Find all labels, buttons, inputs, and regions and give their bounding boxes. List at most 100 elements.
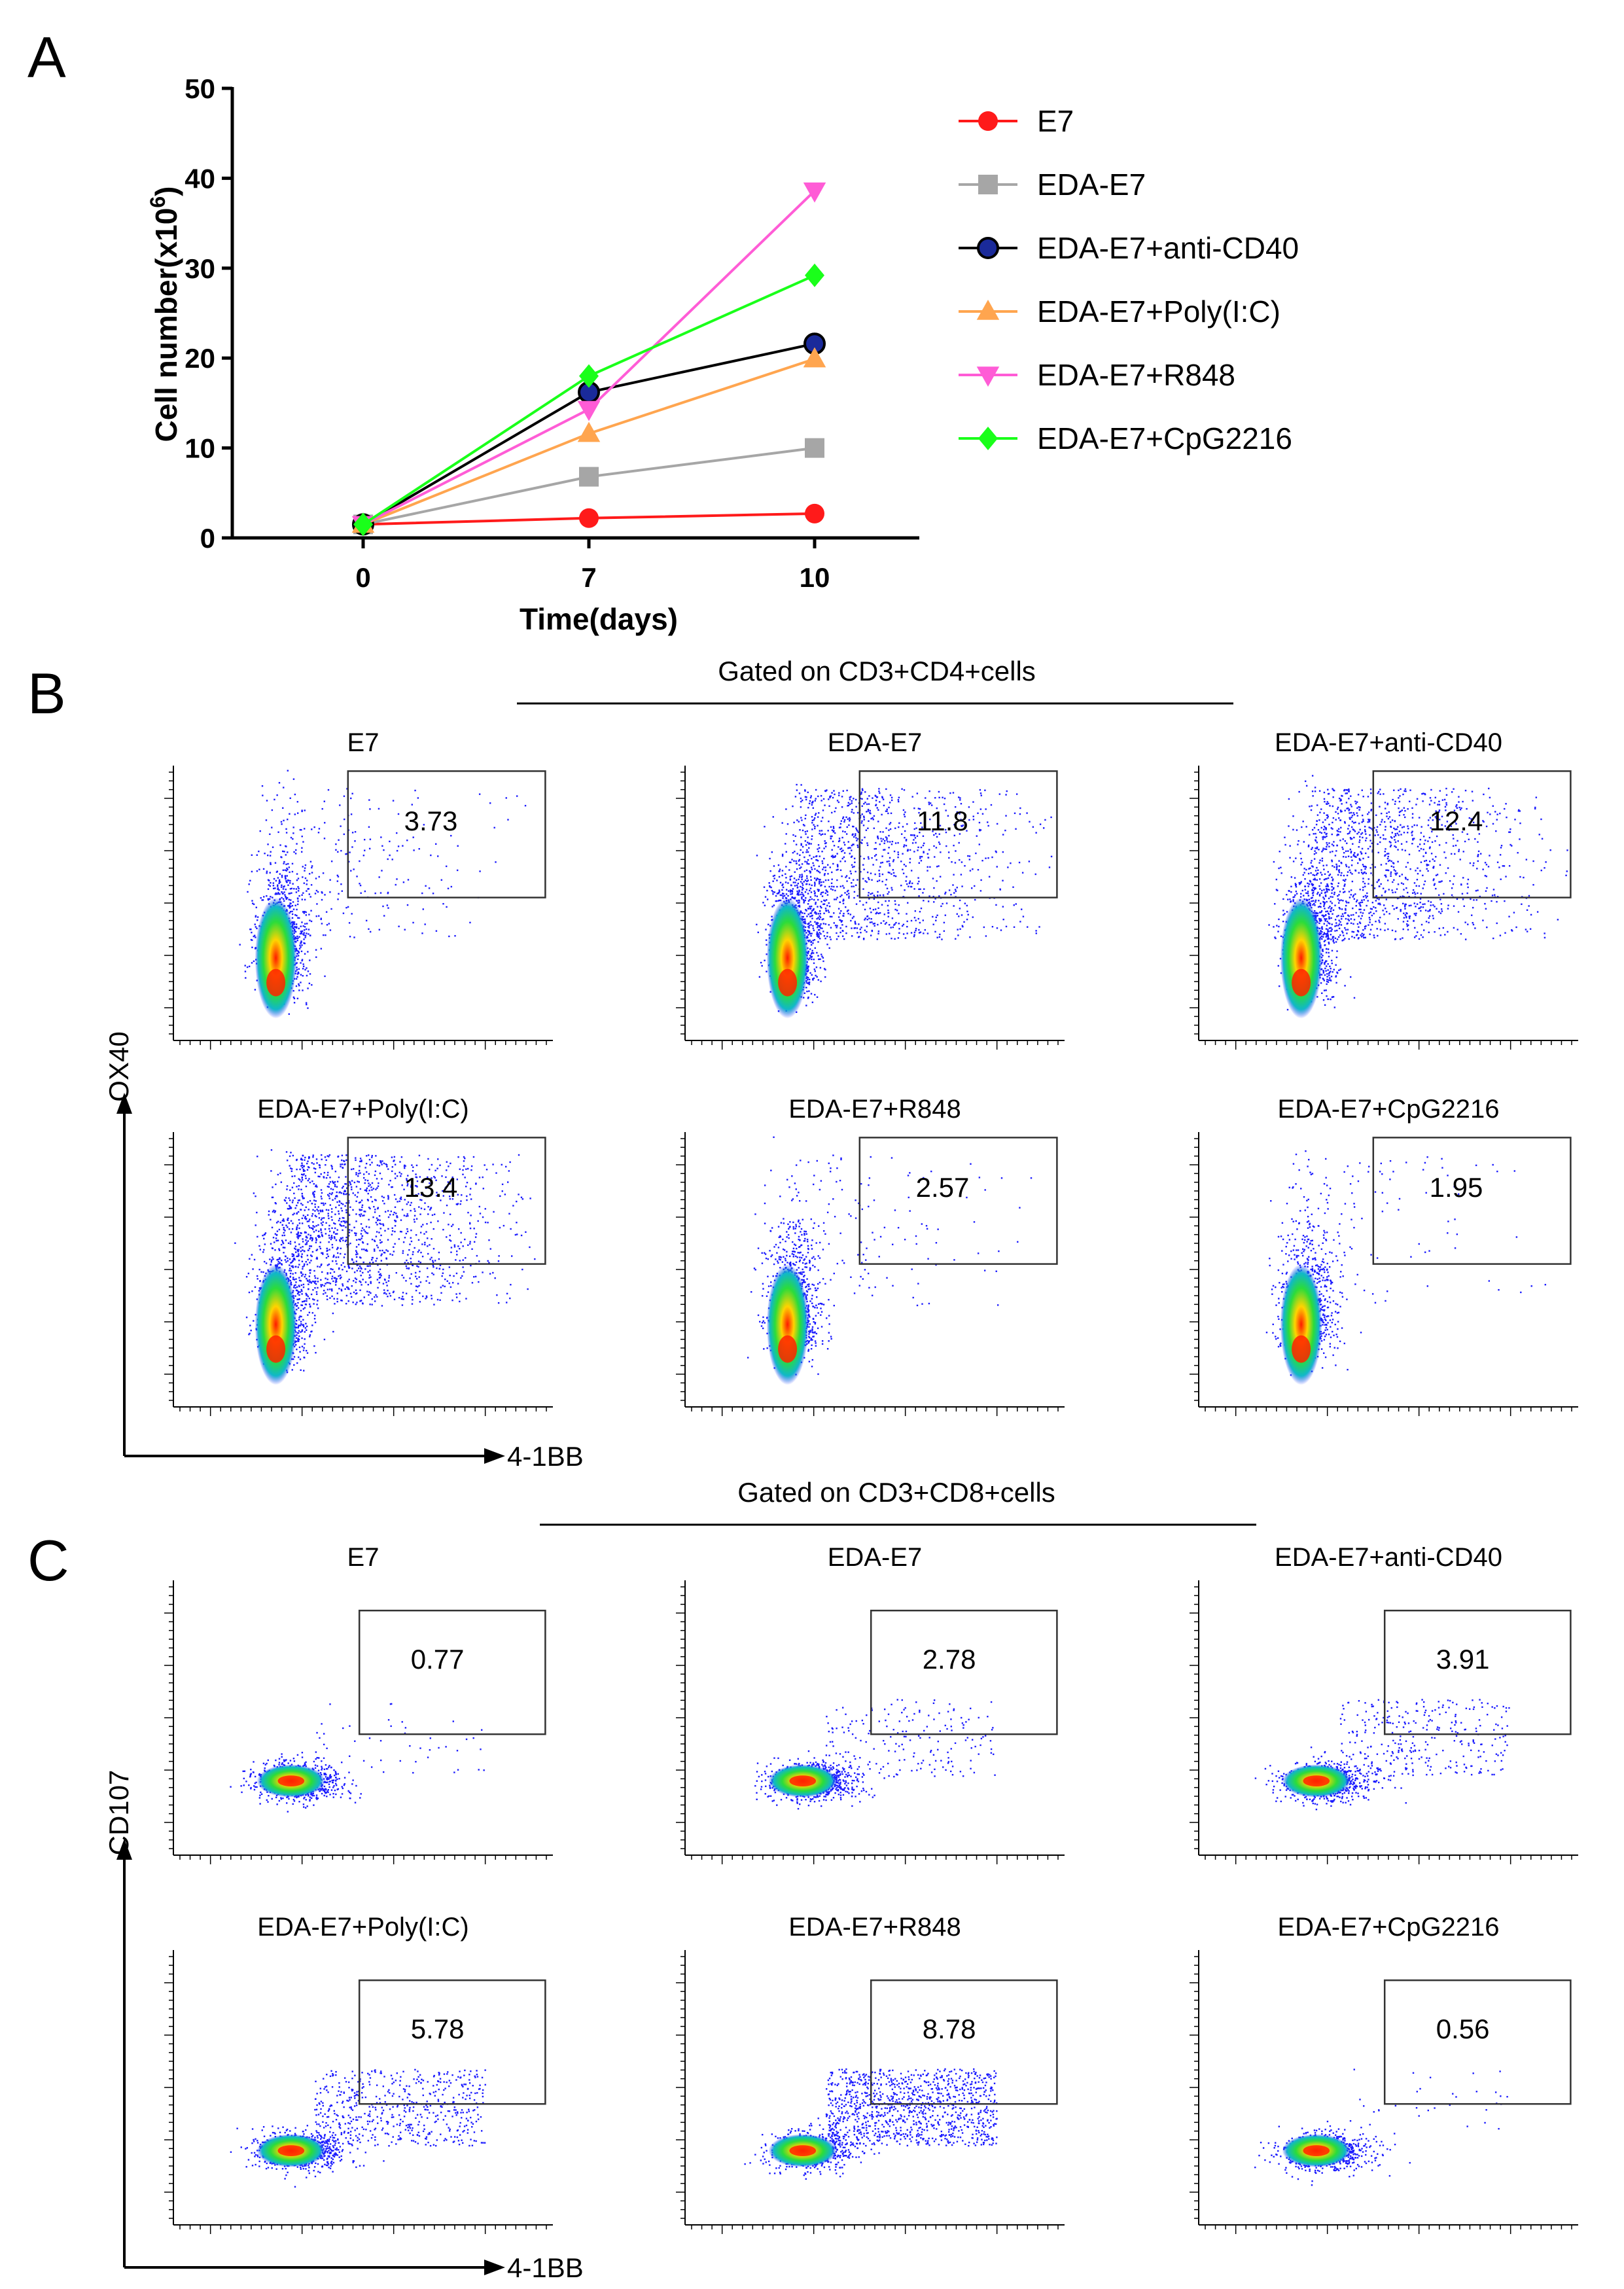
facs-events xyxy=(234,1149,536,1374)
facs-ticks xyxy=(1190,1956,1572,2234)
gate-box xyxy=(347,1137,546,1265)
gate-percentage: 0.77 xyxy=(411,1644,465,1675)
facs-plot-title: EDA-E7+anti-CD40 xyxy=(1275,1543,1502,1572)
legend-label: E7 xyxy=(1037,104,1074,138)
gate-box xyxy=(870,1609,1058,1735)
legend-marker xyxy=(978,427,998,450)
facs-plot-eda-e7-poly-i-c: EDA-E7+Poly(I:C) 5.78 xyxy=(164,1913,553,2234)
cd107-axis-arrowhead xyxy=(116,1839,132,1860)
facs-plot-title: E7 xyxy=(347,1543,380,1572)
density-peak xyxy=(789,1775,817,1787)
facs-grid-cd4: E73.73EDA-E711.8EDA-E7+anti-CD4012.4EDA-… xyxy=(164,728,1578,1416)
gate-box xyxy=(358,1979,546,2105)
facs-grid-cd8: E70.77EDA-E72.78EDA-E7+anti-CD403.91EDA-… xyxy=(164,1543,1578,2234)
y-tick-label: 40 xyxy=(185,163,215,194)
gated-title-cd4: Gated on CD3+CD4+cells xyxy=(718,656,1036,686)
facs-plot-title: EDA-E7+R848 xyxy=(788,1095,961,1124)
facs-plot-eda-e7-cpg2216: EDA-E7+CpG2216 1.95 xyxy=(1190,1095,1578,1416)
facs-plot-title: EDA-E7+anti-CD40 xyxy=(1275,728,1502,757)
panel-label-b: B xyxy=(27,661,66,726)
x-tick-label: 0 xyxy=(355,562,370,593)
data-point xyxy=(579,467,599,487)
facs-plot-e7: E7 3.73 xyxy=(164,728,553,1050)
density-peak xyxy=(277,2145,305,2157)
data-point xyxy=(577,421,601,442)
facs-plot-title: EDA-E7+CpG2216 xyxy=(1277,1913,1499,1942)
facs-plot-title: EDA-E7 xyxy=(828,1543,923,1572)
series-e7 xyxy=(353,503,824,535)
data-point xyxy=(805,503,824,523)
density-core xyxy=(255,897,297,1019)
density-peak xyxy=(1292,968,1311,997)
gate-percentage: 2.78 xyxy=(923,1644,976,1675)
facs-ticks xyxy=(164,1586,547,1864)
panel-label-c: C xyxy=(27,1528,69,1593)
panel-label-a: A xyxy=(27,25,66,90)
gate-percentage: 8.78 xyxy=(923,2014,976,2044)
facs-plot-title: EDA-E7+Poly(I:C) xyxy=(257,1095,468,1124)
facs-plot-title: EDA-E7 xyxy=(828,728,923,757)
density-peak xyxy=(1292,1335,1311,1363)
legend-entry-eda-e7: EDA-E7 xyxy=(959,168,1146,202)
y-tick-label: 30 xyxy=(185,253,215,284)
legend-marker xyxy=(976,300,1000,320)
data-point xyxy=(579,508,599,528)
density-core xyxy=(766,1264,809,1385)
legend: E7 EDA-E7 EDA-E7+anti-CD40 EDA-E7+Poly(I:C)… xyxy=(959,104,1299,455)
facs-events xyxy=(230,1703,485,1813)
facs-ticks xyxy=(676,1956,1059,2234)
gate-percentage: 13.4 xyxy=(404,1172,458,1203)
panel-c: C Gated on CD3+CD8+cells E7 0.77 EDA-E7 2.7… xyxy=(27,1477,1578,2283)
y-axis-title-superscript: 6 xyxy=(146,196,169,208)
legend-marker xyxy=(976,366,1000,387)
density-peak xyxy=(1303,2145,1330,2157)
legend-entry-eda-e7-cpg2216: EDA-E7+CpG2216 xyxy=(959,421,1292,455)
facs-plot-eda-e7-r848: EDA-E7+R848 8.78 xyxy=(676,1913,1065,2234)
x-tick-label: 7 xyxy=(581,562,596,593)
panel-a: A 0 10 20 30 40 50 0 7 10 E7 EDA-E7 EDA-E7+anti-CD… xyxy=(27,25,1299,636)
gated-title-cd8: Gated on CD3+CD8+cells xyxy=(737,1477,1055,1508)
gate-box xyxy=(870,1979,1058,2105)
line-chart-axes: 0 10 20 30 40 50 0 7 10 xyxy=(185,73,919,593)
facs-plot-eda-e7-poly-i-c: EDA-E7+Poly(I:C) 13.4 xyxy=(164,1095,553,1416)
gate-box xyxy=(1383,1979,1572,2105)
density-peak xyxy=(778,968,798,997)
legend-label: EDA-E7 xyxy=(1037,168,1146,202)
facs-plot-title: EDA-E7+Poly(I:C) xyxy=(257,1913,468,1942)
facs-ticks xyxy=(164,1138,547,1416)
legend-entry-eda-e7-poly-i-c: EDA-E7+Poly(I:C) xyxy=(959,294,1280,328)
gate-box xyxy=(347,770,546,898)
facs-ticks xyxy=(164,1956,547,2234)
density-peak xyxy=(789,2145,817,2157)
ox40-axis-arrowhead xyxy=(116,1093,132,1114)
facs-ticks xyxy=(676,772,1059,1050)
density-peak xyxy=(1303,1775,1330,1787)
facs-plot-eda-e7-anti-cd40: EDA-E7+anti-CD40 12.4 xyxy=(1190,728,1578,1050)
gate-percentage: 12.4 xyxy=(1430,806,1483,836)
density-core xyxy=(766,897,809,1019)
density-peak xyxy=(778,1335,798,1363)
facs-ticks xyxy=(1190,772,1572,1050)
gate-percentage: 11.8 xyxy=(917,806,968,836)
legend-label: EDA-E7+Poly(I:C) xyxy=(1037,294,1280,328)
legend-marker xyxy=(978,111,998,131)
facs-events xyxy=(1254,2068,1508,2186)
y-axis-label-cd107: CD107 xyxy=(103,1770,134,1856)
facs-plot-eda-e7: EDA-E7 2.78 xyxy=(676,1543,1065,1864)
facs-ticks xyxy=(164,772,547,1050)
data-point xyxy=(803,347,826,368)
legend-entry-eda-e7-r848: EDA-E7+R848 xyxy=(959,358,1235,392)
density-peak xyxy=(277,1775,305,1787)
facs-ticks xyxy=(1190,1586,1572,1864)
gate-box xyxy=(1383,1609,1572,1735)
gate-percentage: 1.95 xyxy=(1430,1172,1483,1203)
facs-ticks xyxy=(676,1138,1059,1416)
gate-percentage: 2.57 xyxy=(916,1172,970,1203)
density-core xyxy=(1280,1264,1322,1385)
facs-plot-eda-e7-cpg2216: EDA-E7+CpG2216 0.56 xyxy=(1190,1913,1578,2234)
legend-marker xyxy=(978,175,998,194)
x-tick-label: 10 xyxy=(800,562,830,593)
facs-ticks xyxy=(676,1586,1059,1864)
legend-entry-e7: E7 xyxy=(959,104,1074,138)
